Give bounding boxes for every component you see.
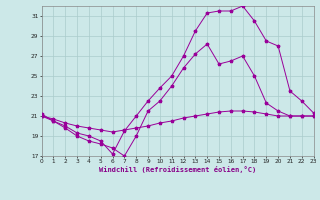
- X-axis label: Windchill (Refroidissement éolien,°C): Windchill (Refroidissement éolien,°C): [99, 166, 256, 173]
